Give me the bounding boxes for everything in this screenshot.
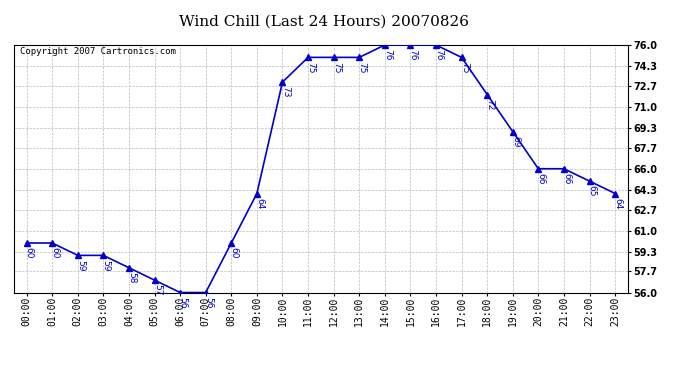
Text: 56: 56	[204, 297, 213, 308]
Text: Copyright 2007 Cartronics.com: Copyright 2007 Cartronics.com	[20, 48, 176, 57]
Text: 60: 60	[25, 247, 34, 259]
Text: 75: 75	[460, 62, 469, 73]
Text: 60: 60	[50, 247, 59, 259]
Text: 69: 69	[511, 136, 520, 147]
Text: 76: 76	[383, 49, 392, 61]
Text: Wind Chill (Last 24 Hours) 20070826: Wind Chill (Last 24 Hours) 20070826	[179, 15, 469, 29]
Text: 59: 59	[101, 260, 110, 271]
Text: 66: 66	[537, 173, 546, 184]
Text: 75: 75	[306, 62, 315, 73]
Text: 65: 65	[588, 185, 597, 197]
Text: 56: 56	[179, 297, 188, 308]
Text: 64: 64	[255, 198, 264, 209]
Text: 76: 76	[434, 49, 443, 61]
Text: 66: 66	[562, 173, 571, 184]
Text: 72: 72	[486, 99, 495, 110]
Text: 76: 76	[408, 49, 417, 61]
Text: 57: 57	[152, 284, 162, 296]
Text: 64: 64	[613, 198, 622, 209]
Text: 59: 59	[76, 260, 85, 271]
Text: 75: 75	[357, 62, 366, 73]
Text: 73: 73	[281, 86, 290, 98]
Text: 75: 75	[332, 62, 341, 73]
Text: 58: 58	[127, 272, 136, 284]
Text: 60: 60	[230, 247, 239, 259]
